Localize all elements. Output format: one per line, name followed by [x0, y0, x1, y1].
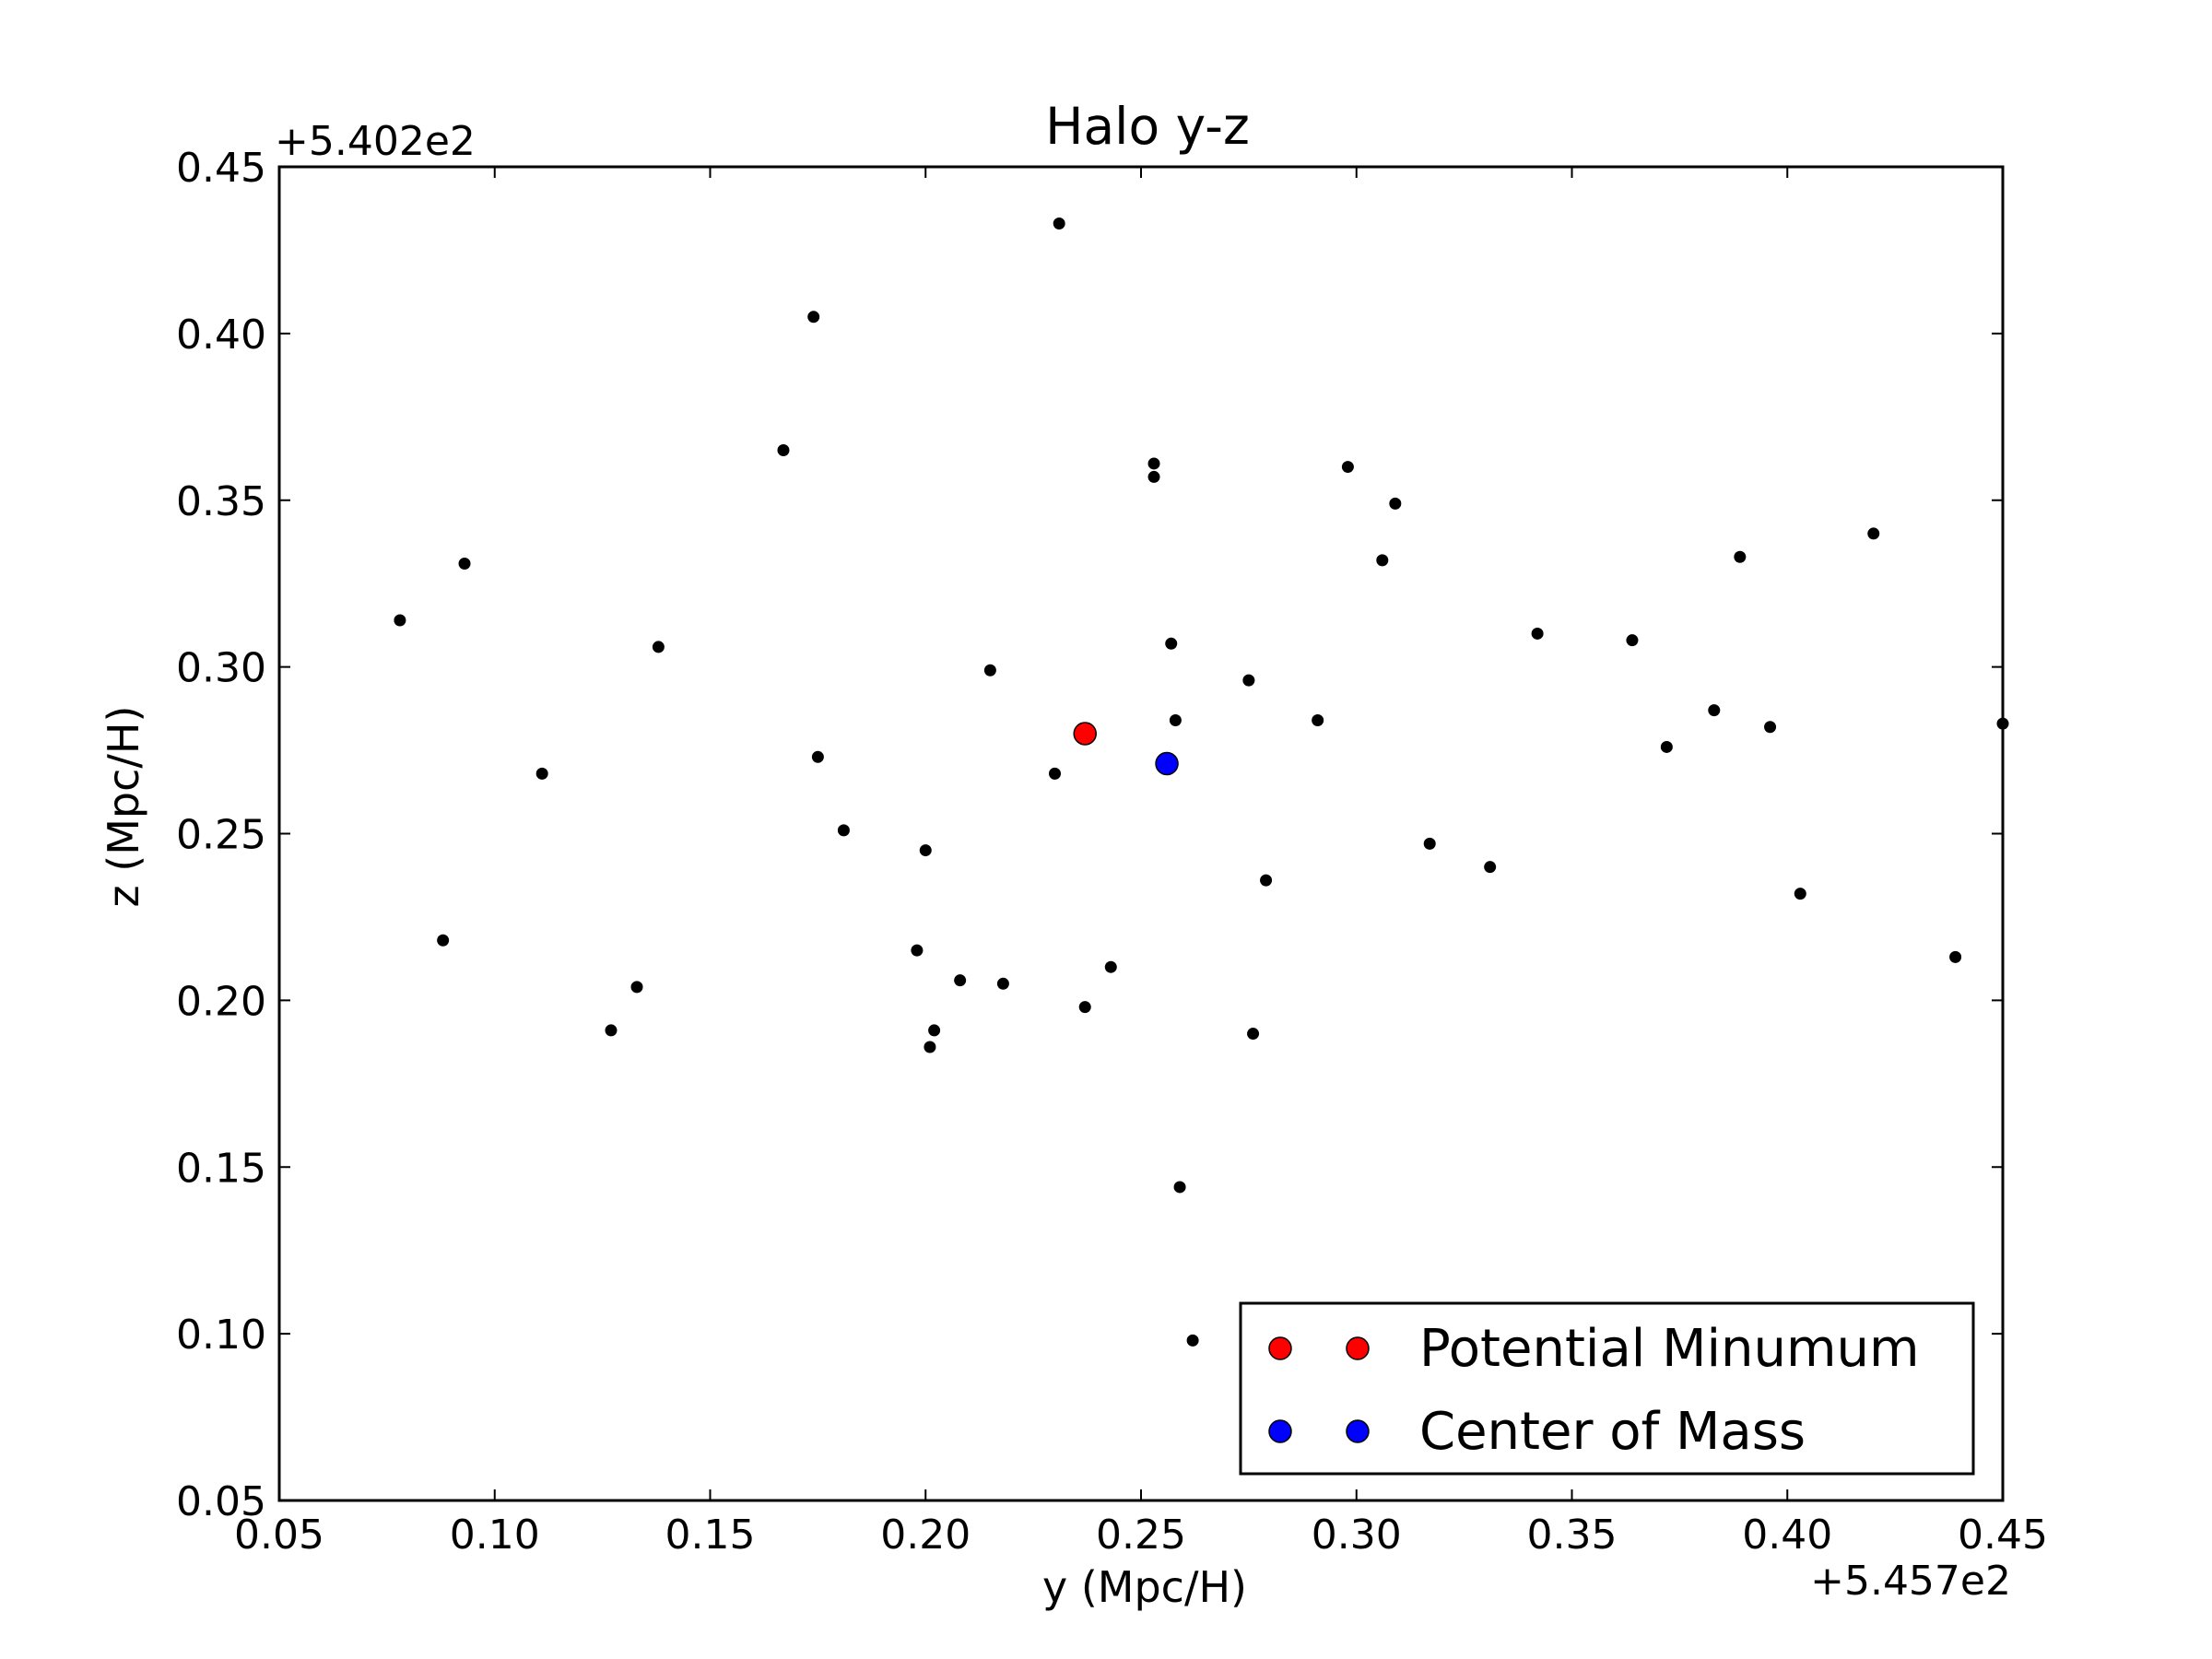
y-tick-label: 0.35 [176, 478, 266, 525]
y-tick-label: 0.40 [176, 312, 266, 359]
x-tick-label: 0.35 [1527, 1512, 1618, 1559]
particle-point [1173, 1181, 1186, 1194]
particle-point [996, 977, 1009, 990]
particle-point [630, 981, 643, 994]
particle-point [1247, 1028, 1260, 1041]
particle-point [983, 664, 996, 677]
particle-point [1165, 637, 1178, 650]
particle-point [1242, 674, 1255, 687]
particle-point [652, 641, 665, 653]
potential-minimum-point [1073, 722, 1097, 746]
x-tick-label: 0.05 [234, 1512, 324, 1559]
chart-title: Halo y-z [1045, 97, 1250, 156]
particle-point [1341, 461, 1354, 474]
y-offset-label: +5.402e2 [275, 118, 476, 165]
particle-point [954, 974, 967, 987]
particle-point [394, 614, 406, 627]
particle-point [1104, 960, 1117, 973]
legend: Potential Minumum Center of Mass [1239, 1301, 1975, 1476]
legend-box [1239, 1301, 1975, 1476]
x-tick-label: 0.10 [450, 1512, 540, 1559]
particle-point [1949, 950, 1962, 963]
particle-point [1389, 497, 1402, 510]
y-tick-label: 0.15 [176, 1145, 266, 1192]
y-tick-label: 0.45 [176, 145, 266, 192]
x-axis-label: y (Mpc/H) [1042, 1562, 1247, 1612]
plot-frame [277, 165, 2005, 1502]
particle-point [837, 824, 850, 837]
particle-point [1049, 767, 1061, 780]
particle-point [1053, 217, 1065, 229]
legend-marker-potential-minimum [1346, 1336, 1370, 1360]
particle-point [1484, 861, 1497, 874]
plot-points [394, 217, 2009, 1347]
particle-point [777, 443, 790, 456]
x-tick-label: 0.25 [1096, 1512, 1186, 1559]
particle-point [1147, 470, 1160, 483]
particle-point [1260, 874, 1273, 887]
legend-label-potential-minimum: Potential Minumum [1419, 1319, 1920, 1379]
y-tick-label: 0.30 [176, 645, 266, 692]
x-tick-label: 0.40 [1742, 1512, 1832, 1559]
x-tick-label: 0.15 [665, 1512, 756, 1559]
x-axis-ticks: 0.05 0.10 0.15 0.20 0.25 0.30 0.35 0.40 0.45 [234, 167, 2048, 1559]
x-tick-label: 0.45 [1958, 1512, 2048, 1559]
particle-point [911, 944, 924, 957]
legend-marker-potential-minimum [1268, 1336, 1292, 1360]
legend-label-center-of-mass: Center of Mass [1419, 1402, 1806, 1462]
y-axis-label: z (Mpc/H) [99, 706, 148, 908]
particle-point [919, 844, 932, 857]
y-tick-label: 0.10 [176, 1312, 266, 1359]
particle-point [1660, 740, 1673, 753]
particle-point [1423, 837, 1436, 850]
particle-point [1078, 1001, 1091, 1014]
particle-point [1708, 704, 1721, 717]
x-offset-label: +5.457e2 [1810, 1558, 2011, 1605]
particle-point [1147, 457, 1160, 470]
particle-point [924, 1041, 936, 1053]
particle-point [535, 767, 548, 780]
legend-marker-center-of-mass [1346, 1419, 1370, 1443]
particle-point [811, 750, 824, 763]
particle-point [1376, 554, 1389, 567]
particle-point [1169, 714, 1182, 727]
particle-point [1312, 714, 1324, 727]
x-tick-label: 0.20 [880, 1512, 971, 1559]
particle-point [1186, 1334, 1199, 1347]
particle-point [458, 557, 471, 570]
particle-point [1626, 634, 1639, 647]
particle-point [437, 934, 450, 947]
x-tick-label: 0.30 [1312, 1512, 1402, 1559]
particle-point [1794, 888, 1806, 900]
legend-marker-center-of-mass [1268, 1419, 1292, 1443]
y-axis-ticks: 0.05 0.10 0.15 0.20 0.25 0.30 0.35 0.40 0.45 [176, 145, 2003, 1525]
particle-point [1734, 550, 1747, 563]
particle-point [1867, 527, 1880, 540]
particle-point [1531, 627, 1544, 640]
y-tick-label: 0.25 [176, 812, 266, 859]
particle-point [928, 1024, 941, 1037]
particle-point [1764, 721, 1777, 734]
particle-point [807, 311, 820, 324]
center-of-mass-point [1155, 751, 1179, 776]
y-tick-label: 0.20 [176, 978, 266, 1025]
particle-point [605, 1024, 618, 1037]
y-tick-label: 0.05 [176, 1478, 266, 1525]
